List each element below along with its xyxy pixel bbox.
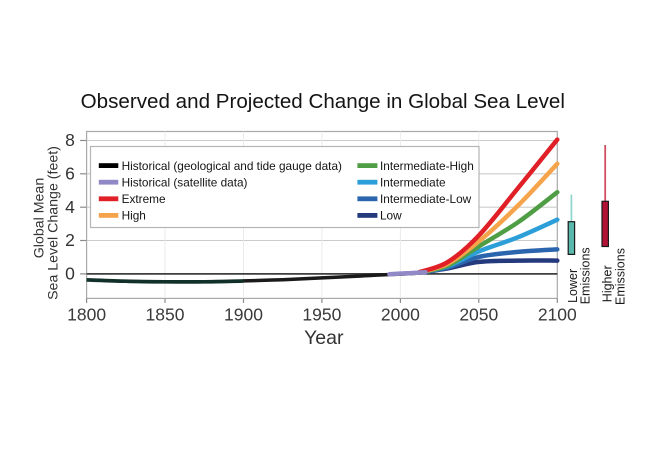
svg-text:8: 8: [65, 130, 75, 150]
svg-text:Observed and Projected Change: Observed and Projected Change in Global …: [81, 90, 565, 113]
svg-text:Extreme: Extreme: [122, 192, 166, 206]
svg-text:1850: 1850: [146, 304, 185, 324]
svg-text:0: 0: [65, 264, 75, 284]
svg-text:Lower: Lower: [566, 269, 580, 303]
svg-text:2050: 2050: [459, 304, 498, 324]
svg-text:6: 6: [65, 164, 75, 184]
svg-text:4: 4: [65, 197, 75, 217]
svg-text:2000: 2000: [381, 304, 420, 324]
svg-text:High: High: [122, 209, 146, 223]
svg-text:Intermediate: Intermediate: [380, 175, 446, 189]
svg-text:Global Mean: Global Mean: [32, 178, 48, 258]
svg-text:Intermediate-High: Intermediate-High: [380, 159, 474, 173]
svg-text:Higher: Higher: [600, 265, 614, 302]
svg-text:2: 2: [65, 230, 75, 250]
svg-text:Sea Level Change (feet): Sea Level Change (feet): [46, 146, 62, 300]
svg-text:1900: 1900: [224, 304, 263, 324]
svg-text:Historical (satellite data): Historical (satellite data): [122, 175, 248, 189]
svg-text:1800: 1800: [67, 304, 106, 324]
svg-text:Year: Year: [304, 327, 344, 349]
svg-text:1950: 1950: [302, 304, 341, 324]
svg-text:Historical (geological and tid: Historical (geological and tide gauge da…: [122, 159, 342, 173]
svg-text:2100: 2100: [538, 304, 577, 324]
svg-text:Low: Low: [380, 209, 402, 223]
svg-text:Emissions: Emissions: [614, 248, 628, 305]
svg-text:Intermediate-Low: Intermediate-Low: [380, 192, 472, 206]
svg-text:Emissions: Emissions: [578, 247, 592, 304]
